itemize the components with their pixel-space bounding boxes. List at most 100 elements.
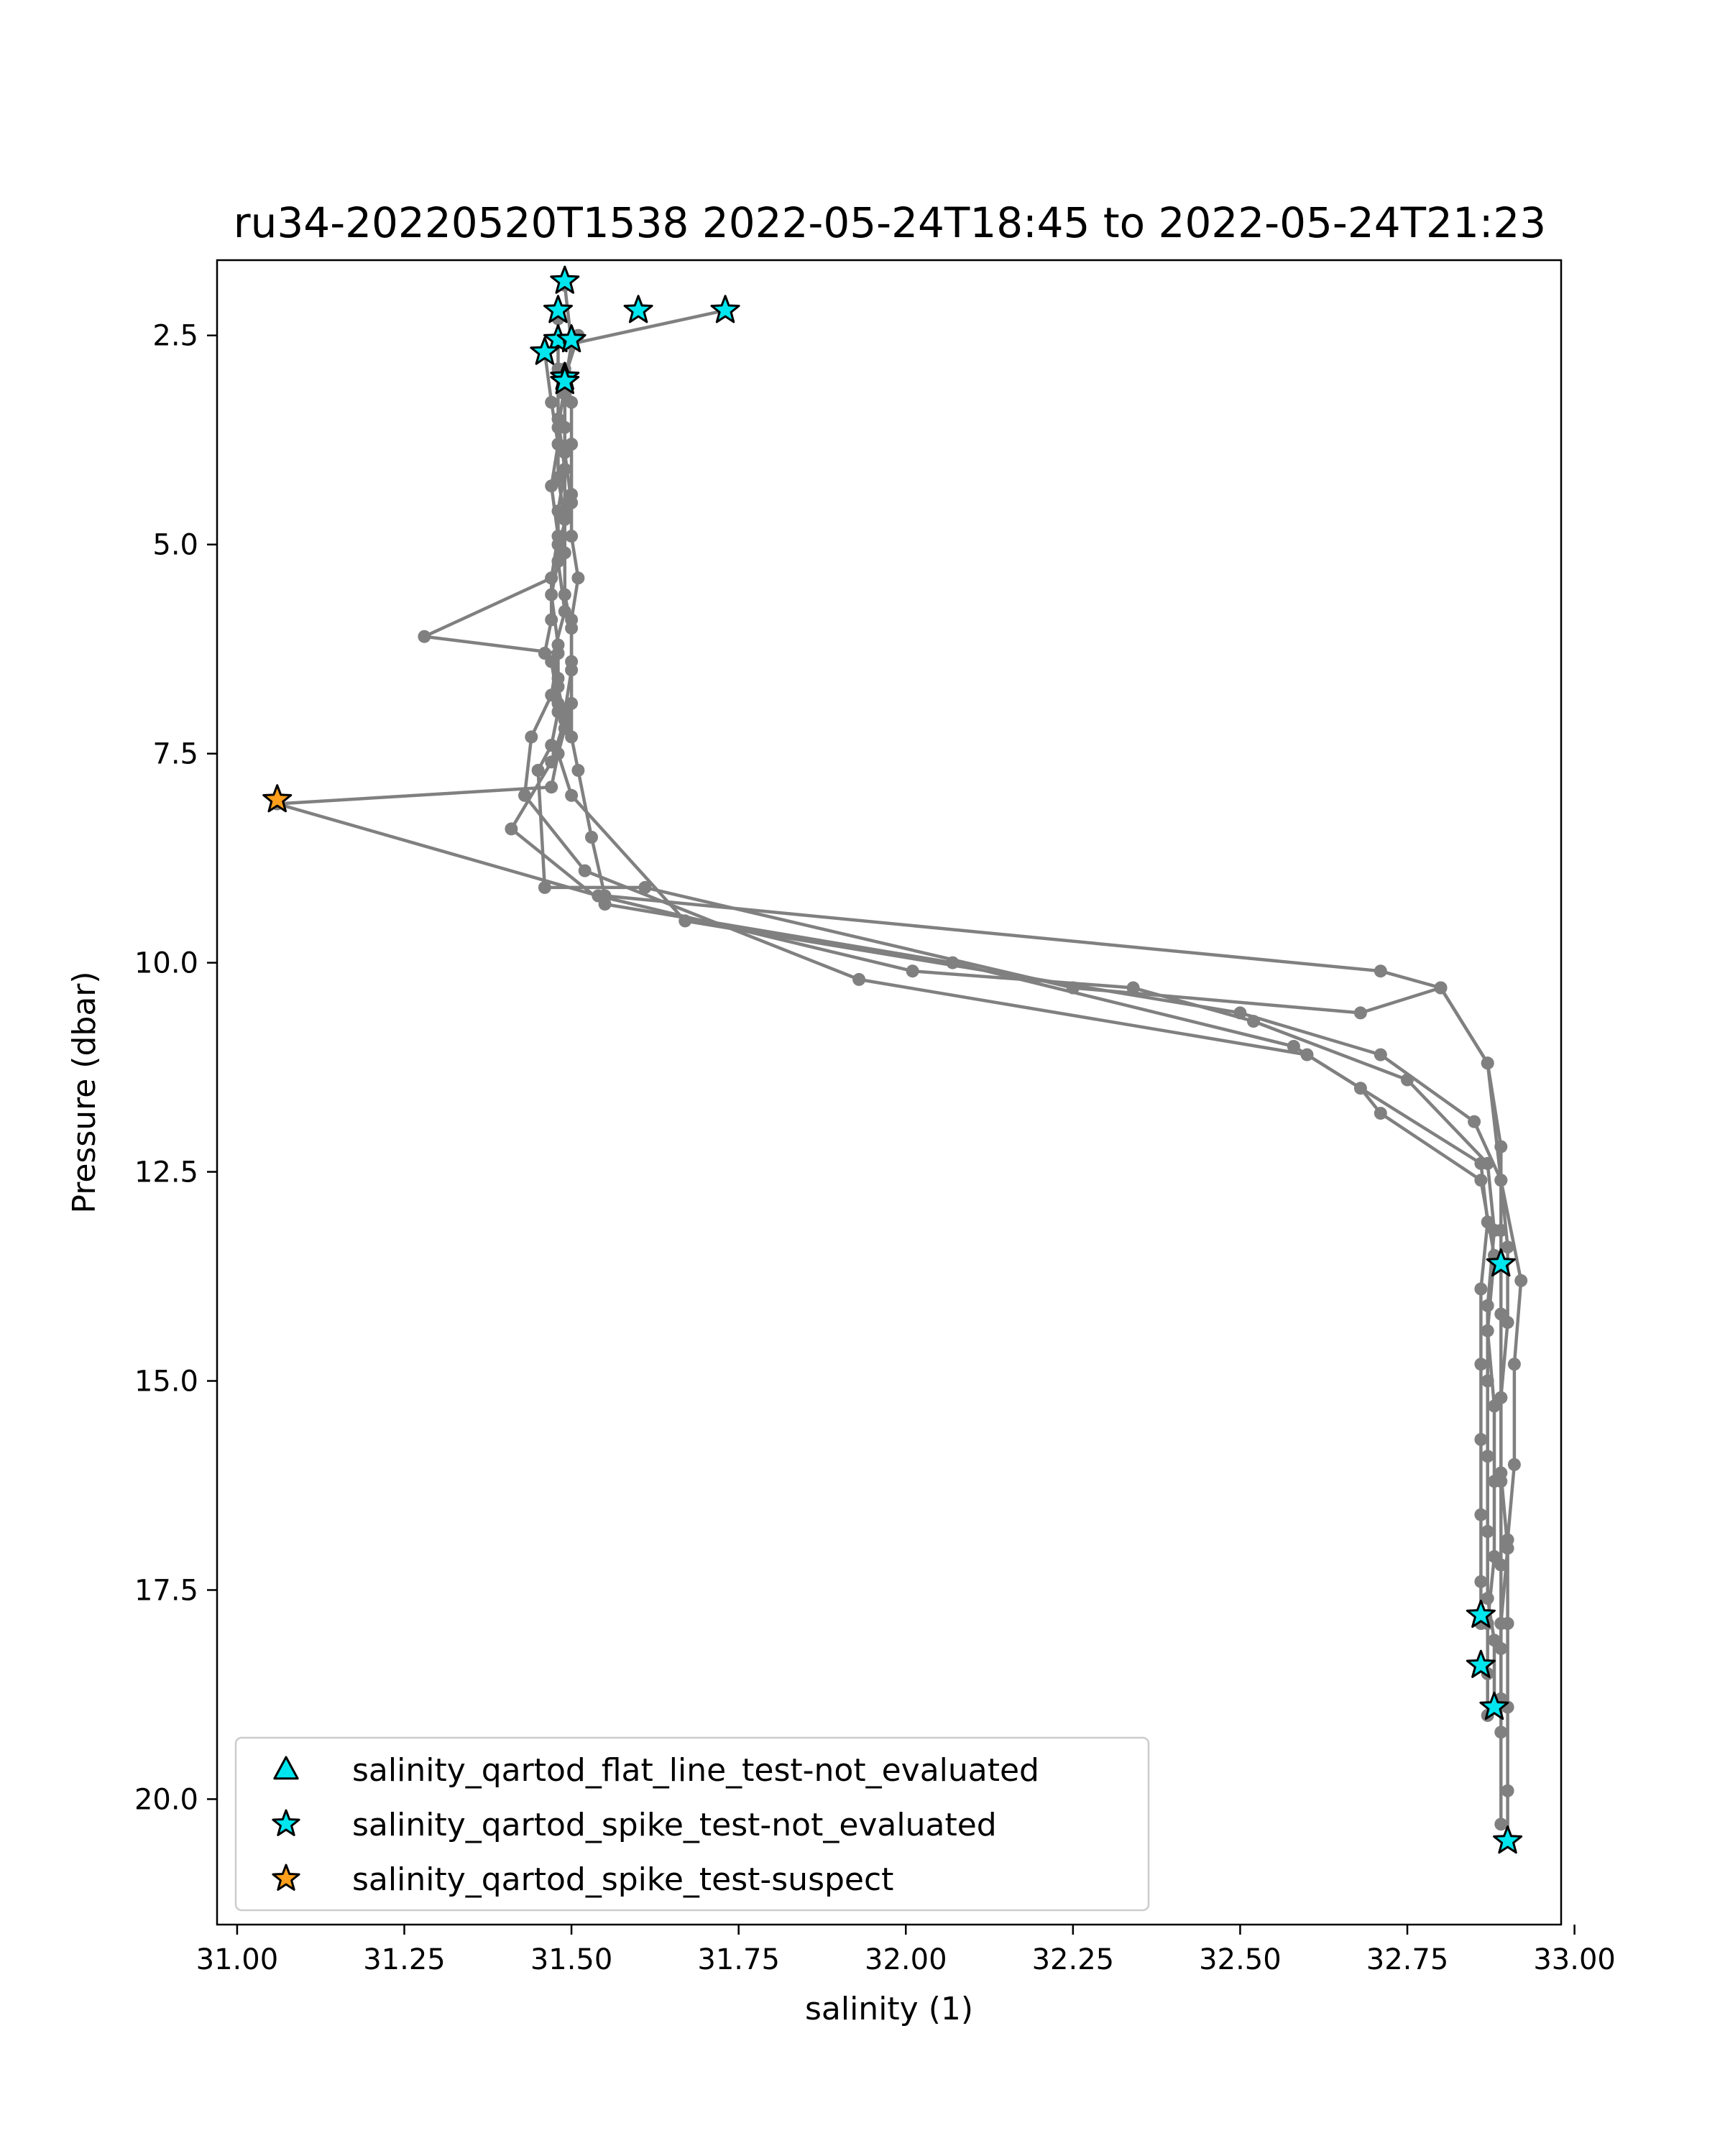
data-point [1494,1466,1508,1480]
data-point [1494,1391,1508,1404]
data-point [551,438,565,451]
data-point [1481,1450,1494,1463]
data-point [1353,1082,1367,1095]
data-point [565,438,579,451]
data-point [1066,981,1080,995]
x-tick-label: 31.75 [697,1943,780,1976]
data-point [1494,1558,1508,1572]
flag-marker-spike-not_evaluated [530,336,560,365]
data-point [551,530,565,543]
x-tick-label: 32.50 [1199,1943,1282,1976]
data-point [538,647,551,660]
data-point [598,889,612,903]
flag-marker-spike-not_evaluated [1493,1825,1523,1854]
data-point [585,831,598,844]
flag-marker-spike-not_evaluated [556,324,586,353]
data-point [565,696,579,710]
flag-marker-spike-not_evaluated [1466,1649,1496,1678]
data-point [565,487,579,501]
x-tick-label: 31.25 [363,1943,446,1976]
data-point [518,788,531,802]
data-point [1287,1040,1300,1053]
y-axis-label: Pressure (dbar) [66,971,103,1213]
legend-marker-triangle [273,1756,299,1780]
legend-marker-star [272,1864,300,1891]
data-point [565,788,579,802]
data-point [558,420,571,434]
data-point [1468,1115,1481,1128]
data-point [551,638,565,652]
data-point [1481,1374,1494,1388]
chart-title: ru34-20220520T1538 2022-05-24T18:45 to 2… [234,198,1546,247]
profile-line-3 [510,318,1496,1715]
x-tick-label: 32.00 [865,1943,947,1976]
data-point [545,588,558,602]
flag-marker-spike-not_evaluated [543,295,573,323]
flag-marker-spike-not_evaluated [710,295,740,323]
y-tick-label: 5.0 [152,529,198,562]
data-point [1481,1056,1494,1070]
data-point [1481,1324,1494,1337]
data-point [1494,1140,1508,1153]
flag-marker-spike-not_evaluated [1486,1248,1516,1277]
data-point [545,479,558,493]
data-point [1501,1316,1514,1330]
data-point [1501,1240,1514,1254]
data-point [1481,1592,1494,1606]
data-point [1514,1273,1528,1287]
data-point [545,613,558,627]
data-point [565,730,579,744]
data-point [1474,1433,1488,1446]
plot-frame [216,259,1563,1926]
data-point [1474,1156,1488,1170]
data-point [558,505,571,518]
legend: salinity_qartod_flat_line_test-not_evalu… [234,1736,1150,1912]
y-tick-label: 2.5 [152,320,198,353]
data-point [1494,1726,1508,1739]
data-point [545,571,558,585]
y-tick-label: 15.0 [134,1365,198,1399]
data-point [565,613,579,627]
data-point [545,780,558,794]
data-point [1300,1048,1314,1061]
data-point [565,395,579,409]
y-tick-label: 20.0 [134,1783,198,1816]
data-point [558,588,571,602]
y-tick-label: 7.5 [152,738,198,771]
data-point [1481,1525,1494,1538]
data-point [1501,1784,1514,1797]
data-point [558,463,571,476]
data-point [531,763,545,777]
data-point [505,822,518,836]
legend-box [234,1736,1150,1912]
data-point [1474,1282,1488,1296]
x-tick-label: 33.00 [1533,1943,1616,1976]
data-point [1501,1617,1514,1630]
x-axis-ticks: 31.00 31.25 31.50 31.75 32.00 32.25 32.50 32.75… [196,1925,1616,1976]
data-point [1374,1107,1387,1120]
data-point [1374,964,1387,978]
x-tick-label: 32.25 [1032,1943,1115,1976]
data-point [565,530,579,543]
y-tick-label: 10.0 [134,947,198,980]
data-point [551,671,565,685]
y-tick-label: 17.5 [134,1574,198,1607]
legend-marker-star [272,1809,300,1836]
data-point [1474,1508,1488,1521]
flag-marker-spike-not_evaluated [1466,1599,1496,1628]
data-point [1353,1006,1367,1020]
data-point [1474,1174,1488,1187]
legend-label: salinity_qartod_spike_test-suspect [352,1861,893,1898]
data-point [1494,1818,1508,1831]
data-point [906,964,919,978]
flag-marker-spike-not_evaluated [1479,1691,1509,1720]
x-axis-label: salinity (1) [805,1991,973,2027]
flag-marker-spike-not_evaluated [623,295,653,323]
data-point [852,972,866,986]
profile-line-5 [556,335,1509,1699]
x-tick-label: 31.00 [196,1943,279,1976]
x-tick-label: 31.50 [530,1943,613,1976]
data-point [1233,1006,1247,1020]
data-point [565,655,579,668]
